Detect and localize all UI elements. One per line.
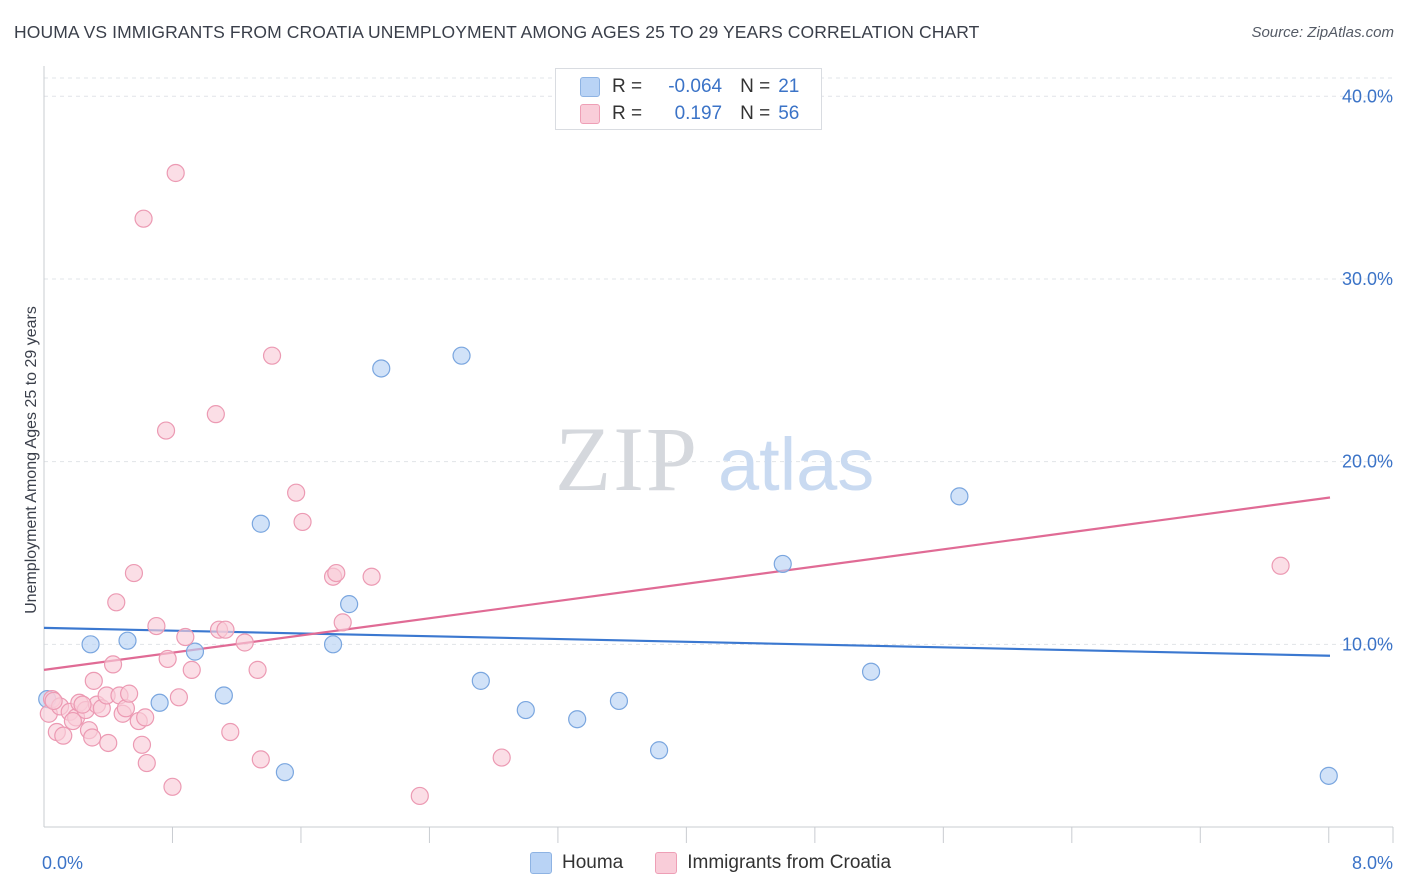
y-tick-label-0: 10.0% <box>1342 634 1393 654</box>
croatia-point-52 <box>1271 556 1290 575</box>
croatia-point-35 <box>182 660 201 679</box>
x-tick-label-1: 8.0% <box>1352 853 1393 873</box>
croatia-point-42 <box>251 750 270 769</box>
croatia-point-29 <box>156 421 176 440</box>
houma-point-13 <box>516 700 535 720</box>
legend-item-croatia[interactable]: Immigrants from Croatia <box>655 852 891 874</box>
croatia-point-34 <box>176 627 195 647</box>
houma-point-17 <box>773 554 792 574</box>
houma-point-8 <box>323 635 343 654</box>
croatia-legend-label: Immigrants from Croatia <box>687 852 892 873</box>
croatia-point-38 <box>216 620 235 639</box>
croatia-trend-line <box>43 496 1331 671</box>
croatia-point-28 <box>147 616 166 636</box>
croatia-swatch <box>580 104 600 124</box>
croatia-point-27 <box>134 209 153 228</box>
watermark: ZIP atlas <box>555 408 874 510</box>
croatia-point-21 <box>120 684 139 703</box>
croatia-point-16 <box>103 655 123 674</box>
x-tick-label-0: 0.0% <box>42 853 83 873</box>
croatia-n-value: 56 <box>778 103 800 124</box>
houma-point-5 <box>214 686 233 705</box>
croatia-point-47 <box>327 563 346 583</box>
croatia-point-11 <box>84 671 103 690</box>
croatia-point-55 <box>73 695 92 714</box>
r-label: R = <box>612 103 643 124</box>
houma-point-4 <box>185 642 205 661</box>
houma-point-2 <box>118 631 137 650</box>
watermark-atlas: atlas <box>718 423 874 506</box>
croatia-point-44 <box>287 483 306 502</box>
croatia-point-36 <box>206 405 225 424</box>
houma-point-9 <box>340 595 359 614</box>
croatia-legend-swatch <box>655 852 678 874</box>
houma-point-18 <box>861 662 881 681</box>
croatia-point-24 <box>132 735 152 754</box>
croatia-point-53 <box>44 691 63 711</box>
croatia-point-50 <box>410 786 429 806</box>
houma-point-11 <box>452 346 471 365</box>
croatia-r-value: 0.197 <box>674 103 723 124</box>
houma-swatch <box>580 77 600 97</box>
croatia-point-30 <box>158 649 177 669</box>
croatia-point-31 <box>163 777 182 796</box>
houma-point-7 <box>275 763 294 782</box>
tick-labels: 10.0% 20.0% 30.0% 40.0% 0.0% 8.0% <box>42 86 1393 873</box>
croatia-point-39 <box>221 722 240 742</box>
houma-legend-label: Houma <box>562 852 624 873</box>
houma-point-6 <box>251 514 270 533</box>
n-label: N = <box>740 76 771 97</box>
houma-point-14 <box>568 710 587 729</box>
houma-r-value: -0.064 <box>668 76 723 97</box>
trend-lines <box>43 496 1331 671</box>
croatia-point-45 <box>293 512 312 532</box>
houma-point-10 <box>372 359 391 378</box>
n-label: N = <box>740 103 771 124</box>
watermark-zip: ZIP <box>555 408 699 510</box>
croatia-point-17 <box>107 593 126 612</box>
r-label: R = <box>612 76 643 97</box>
grid-lines <box>44 77 1393 645</box>
croatia-point-10 <box>83 728 102 747</box>
legend-item-houma[interactable]: Houma <box>530 852 623 874</box>
croatia-point-26 <box>137 753 156 773</box>
houma-point-16 <box>649 741 669 760</box>
croatia-point-43 <box>262 346 282 365</box>
y-tick-label-2: 30.0% <box>1342 269 1393 289</box>
chart-title: HOUMA VS IMMIGRANTS FROM CROATIA UNEMPLO… <box>14 22 980 42</box>
y-tick-label-1: 20.0% <box>1342 452 1393 472</box>
houma-legend-swatch <box>530 852 552 874</box>
y-tick-label-3: 40.0% <box>1342 86 1393 106</box>
houma-point-12 <box>471 671 490 690</box>
axes <box>43 66 1394 843</box>
croatia-point-33 <box>169 688 188 707</box>
source-label: Source: ZipAtlas.com <box>1251 24 1394 41</box>
houma-point-1 <box>81 635 100 654</box>
croatia-point-32 <box>166 163 185 183</box>
legend-row-croatia: R = 0.197 N = 56 <box>580 102 799 126</box>
croatia-point-15 <box>99 733 118 753</box>
houma-n-value: 21 <box>778 76 800 97</box>
houma-trend-line <box>43 626 1331 657</box>
data-points <box>38 163 1338 806</box>
croatia-point-25 <box>136 708 155 727</box>
y-axis-label: Unemployment Among Ages 25 to 29 years <box>23 306 40 614</box>
croatia-point-49 <box>362 567 381 586</box>
croatia-point-51 <box>492 748 511 767</box>
croatia-point-54 <box>63 711 83 731</box>
houma-point-3 <box>150 693 169 712</box>
houma-point-15 <box>609 691 629 711</box>
houma-point-20 <box>1319 766 1338 785</box>
houma-point-19 <box>950 487 969 506</box>
croatia-point-48 <box>333 613 352 632</box>
stats-legend: R = -0.064 N = 21 R = 0.197 N = 56 <box>555 68 822 130</box>
legend-row-houma: R = -0.064 N = 21 <box>580 75 799 99</box>
croatia-point-4 <box>54 726 73 745</box>
croatia-point-22 <box>124 563 144 583</box>
croatia-point-40 <box>235 633 254 652</box>
series-legend: Houma Immigrants from Croatia <box>530 852 923 874</box>
croatia-point-41 <box>248 660 267 679</box>
